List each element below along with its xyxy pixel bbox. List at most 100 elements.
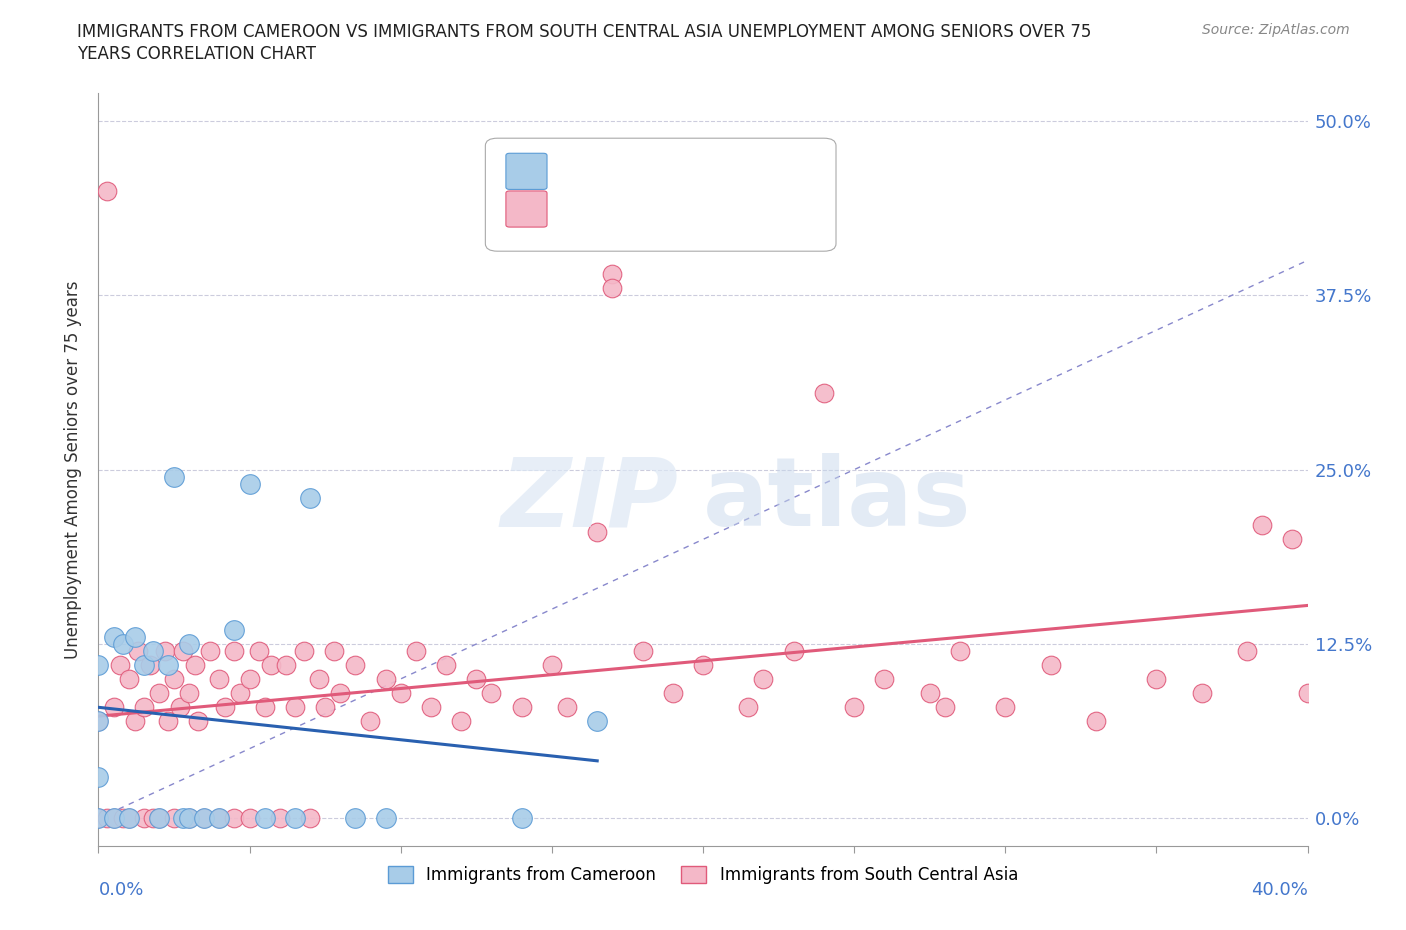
FancyBboxPatch shape — [485, 139, 837, 251]
Point — [87, 713, 110, 728]
Point — [247, 644, 270, 658]
Point — [132, 699, 155, 714]
Point — [142, 644, 165, 658]
Point — [193, 811, 215, 826]
Point — [344, 658, 367, 672]
Point — [229, 685, 252, 700]
Point — [103, 811, 125, 826]
Point — [692, 658, 714, 672]
Point — [214, 699, 236, 714]
Text: R = 0.383: R = 0.383 — [553, 155, 644, 174]
Point — [169, 699, 191, 714]
Point — [224, 623, 246, 638]
Point — [87, 811, 110, 826]
Point — [179, 811, 201, 826]
Point — [118, 811, 141, 826]
Point — [148, 685, 170, 700]
Point — [284, 699, 307, 714]
Text: YEARS CORRELATION CHART: YEARS CORRELATION CHART — [77, 45, 316, 62]
Point — [127, 644, 149, 658]
Point — [752, 671, 775, 686]
Point — [124, 630, 146, 644]
Point — [873, 671, 896, 686]
Point — [239, 811, 262, 826]
Text: atlas: atlas — [703, 453, 972, 546]
Point — [260, 658, 283, 672]
Point — [510, 811, 533, 826]
Point — [163, 811, 186, 826]
Point — [253, 811, 276, 826]
Point — [96, 183, 118, 198]
Point — [118, 811, 141, 826]
Legend: Immigrants from Cameroon, Immigrants from South Central Asia: Immigrants from Cameroon, Immigrants fro… — [381, 859, 1025, 891]
Point — [224, 811, 246, 826]
Point — [208, 811, 231, 826]
Point — [103, 699, 125, 714]
Point — [274, 658, 297, 672]
Point — [193, 811, 215, 826]
Point — [156, 658, 179, 672]
Point — [142, 811, 165, 826]
Point — [737, 699, 759, 714]
Point — [1191, 685, 1213, 700]
Point — [163, 469, 186, 484]
Point — [269, 811, 291, 826]
Point — [299, 811, 322, 826]
Text: 0.0%: 0.0% — [98, 882, 143, 899]
Point — [783, 644, 806, 658]
Point — [540, 658, 562, 672]
Point — [156, 713, 179, 728]
Point — [87, 658, 110, 672]
Point — [844, 699, 866, 714]
Point — [374, 671, 396, 686]
Point — [224, 644, 246, 658]
Point — [813, 386, 835, 401]
Point — [132, 658, 155, 672]
Point — [434, 658, 457, 672]
Point — [314, 699, 336, 714]
Point — [108, 658, 131, 672]
Point — [148, 811, 170, 826]
Point — [918, 685, 941, 700]
Point — [208, 811, 231, 826]
Point — [172, 811, 194, 826]
Point — [661, 685, 683, 700]
Point — [239, 671, 262, 686]
Point — [153, 644, 176, 658]
Point — [389, 685, 412, 700]
Point — [1296, 685, 1319, 700]
Point — [329, 685, 352, 700]
Point — [179, 637, 201, 652]
Point — [949, 644, 972, 658]
Point — [481, 685, 503, 700]
Point — [87, 713, 110, 728]
Point — [420, 699, 443, 714]
Point — [299, 490, 322, 505]
Point — [111, 811, 134, 826]
Text: ZIP: ZIP — [501, 453, 679, 546]
Point — [1251, 518, 1274, 533]
Text: N = 28: N = 28 — [685, 155, 748, 174]
Point — [163, 671, 186, 686]
Point — [344, 811, 367, 826]
Point — [208, 671, 231, 686]
Point — [602, 281, 624, 296]
Point — [510, 699, 533, 714]
Point — [103, 811, 125, 826]
FancyBboxPatch shape — [506, 191, 547, 227]
Point — [124, 713, 146, 728]
Y-axis label: Unemployment Among Seniors over 75 years: Unemployment Among Seniors over 75 years — [65, 281, 83, 658]
Point — [132, 811, 155, 826]
Point — [1085, 713, 1108, 728]
Point — [631, 644, 654, 658]
Point — [179, 685, 201, 700]
Point — [239, 476, 262, 491]
Point — [360, 713, 382, 728]
Point — [200, 644, 222, 658]
Point — [465, 671, 488, 686]
Point — [87, 811, 110, 826]
Point — [934, 699, 956, 714]
Text: 40.0%: 40.0% — [1251, 882, 1308, 899]
Point — [374, 811, 396, 826]
Point — [555, 699, 578, 714]
